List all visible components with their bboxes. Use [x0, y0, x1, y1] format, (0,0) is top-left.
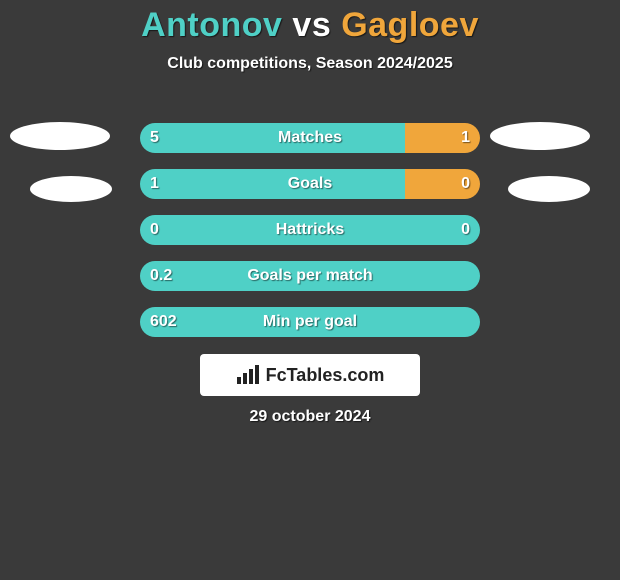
page-title: Antonov vs Gagloev — [0, 0, 620, 45]
stat-value-right: 1 — [461, 123, 470, 153]
bars-icon — [236, 365, 260, 385]
bar-left — [140, 307, 480, 337]
stat-value-right: 0 — [461, 215, 470, 245]
stat-rows: Matches51Goals10Hattricks00Goals per mat… — [0, 118, 620, 348]
stat-value-right: 0 — [461, 169, 470, 199]
date-text: 29 october 2024 — [0, 408, 620, 426]
title-vs: vs — [292, 6, 331, 44]
badge-text: FcTables.com — [266, 365, 385, 386]
decor-ellipse — [10, 122, 110, 150]
bar-left — [140, 169, 405, 199]
stat-value-left: 0 — [150, 215, 159, 245]
bar-left — [140, 123, 405, 153]
title-player2: Gagloev — [341, 6, 479, 44]
stat-value-left: 0.2 — [150, 261, 172, 291]
bar-left — [140, 261, 480, 291]
stat-bar: Goals — [140, 169, 480, 199]
stat-value-left: 602 — [150, 307, 177, 337]
source-badge: FcTables.com — [200, 354, 420, 396]
stat-row: Goals per match0.2 — [0, 256, 620, 302]
decor-ellipse — [30, 176, 112, 202]
stat-value-left: 1 — [150, 169, 159, 199]
stat-bar: Matches — [140, 123, 480, 153]
stat-value-left: 5 — [150, 123, 159, 153]
stat-bar: Min per goal — [140, 307, 480, 337]
comparison-infographic: Antonov vs Gagloev Club competitions, Se… — [0, 0, 620, 580]
title-player1: Antonov — [141, 6, 282, 44]
stat-bar: Goals per match — [140, 261, 480, 291]
decor-ellipse — [490, 122, 590, 150]
bar-left — [140, 215, 480, 245]
stat-row: Hattricks0 0 — [0, 210, 620, 256]
subtitle: Club competitions, Season 2024/2025 — [0, 55, 620, 73]
stat-bar: Hattricks — [140, 215, 480, 245]
decor-ellipse — [508, 176, 590, 202]
stat-row: Min per goal602 — [0, 302, 620, 348]
